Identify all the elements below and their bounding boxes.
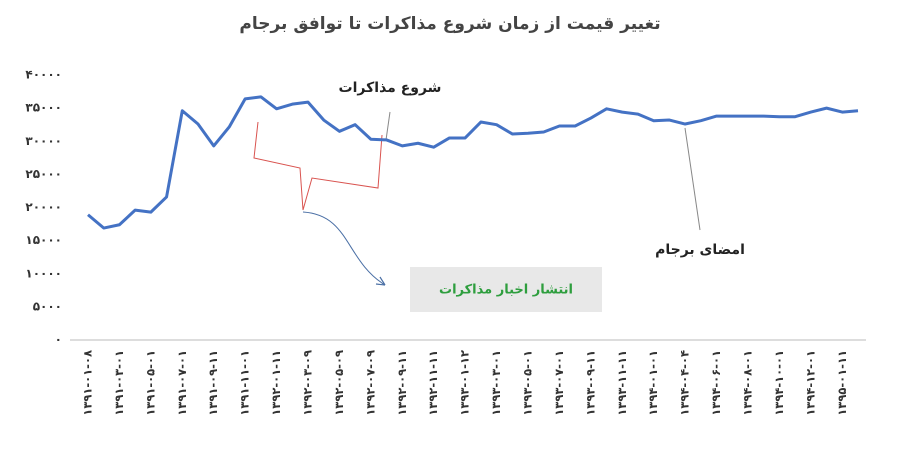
annotation: انتشار اخبار مذاکرات	[439, 283, 573, 298]
x-tick-label: ۱۳۹۲-۰۱-۱۱	[269, 350, 283, 416]
y-tick-label: ۵۰۰۰	[33, 299, 62, 313]
y-tick-label: ۴۰۰۰۰	[25, 68, 62, 82]
x-tick-label: ۱۳۹۴-۰۶-۰۱	[709, 350, 723, 416]
x-tick-label: ۱۳۹۳-۰۵-۰۱	[521, 350, 535, 416]
x-tick-label: ۱۳۹۴-۰۸-۰۱	[741, 350, 755, 416]
arrow-head	[375, 276, 386, 286]
x-tick-label: ۱۳۹۲-۰۷-۰۹	[363, 350, 377, 416]
x-tick-label: ۱۳۹۲-۰۳-۰۹	[301, 350, 315, 416]
x-tick-label: ۱۳۹۱-۱۱-۰۱	[238, 350, 252, 416]
x-tick-label: ۱۳۹۴-۱۲-۰۱	[803, 350, 817, 416]
y-tick-label: ۱۰۰۰۰	[25, 266, 62, 280]
leader-line	[684, 127, 701, 231]
leader-line	[385, 111, 391, 141]
line	[87, 95, 859, 230]
annotation-box	[410, 267, 602, 312]
x-tick-label: ۱۳۹۱-۰۵-۰۱	[143, 350, 157, 416]
arrow	[302, 211, 386, 286]
y-tick-label: ۲۰۰۰۰	[25, 200, 62, 214]
y-tick-label: ۰	[55, 333, 62, 347]
x-tick-label: ۱۳۹۵-۰۱-۱۱	[835, 350, 849, 416]
y-tick-label: ۳۰۰۰۰	[25, 134, 62, 148]
x-tick-label: ۱۳۹۲-۱۱-۱۱	[426, 350, 440, 416]
x-tick-label: ۱۳۹۳-۰۱-۱۲	[458, 350, 472, 416]
x-tick-label: ۱۳۹۲-۰۵-۰۹	[332, 350, 346, 416]
x-tick-label: ۱۳۹۱-۰۳-۰۱	[112, 350, 126, 416]
annotation: امضای برجام	[655, 242, 745, 258]
chart-title: تغییر قیمت از زمان شروع مذاکرات تا توافق…	[239, 14, 660, 34]
x-tick-label: ۱۳۹۴-۱۰-۰۱	[772, 350, 786, 416]
x-tick-label: ۱۳۹۳-۱۱-۱۱	[615, 350, 629, 416]
x-tick-label: ۱۳۹۳-۰۷-۰۱	[552, 350, 566, 416]
x-tick-label: ۱۳۹۴-۰۱-۰۱	[646, 350, 660, 416]
x-tick-label: ۱۳۹۴-۰۴-۰۴	[678, 350, 692, 416]
x-tick-label: ۱۳۹۳-۰۳-۰۱	[489, 350, 503, 416]
x-tick-label: ۱۳۹۱-۰۹-۱۱	[206, 350, 220, 416]
bracket	[253, 121, 383, 211]
x-tick-label: ۱۳۹۱-۰۱-۰۸	[81, 350, 95, 416]
x-tick-label: ۱۳۹۲-۰۹-۱۱	[395, 350, 409, 416]
x-tick-label: ۱۳۹۱-۰۷-۰۱	[175, 350, 189, 416]
y-tick-label: ۳۵۰۰۰	[25, 101, 62, 115]
x-tick-label: ۱۳۹۳-۰۹-۱۱	[583, 350, 597, 416]
y-tick-label: ۱۵۰۰۰	[25, 233, 62, 247]
y-tick-label: ۲۵۰۰۰	[25, 167, 62, 181]
annotation: شروع مذاکرات	[339, 80, 442, 96]
